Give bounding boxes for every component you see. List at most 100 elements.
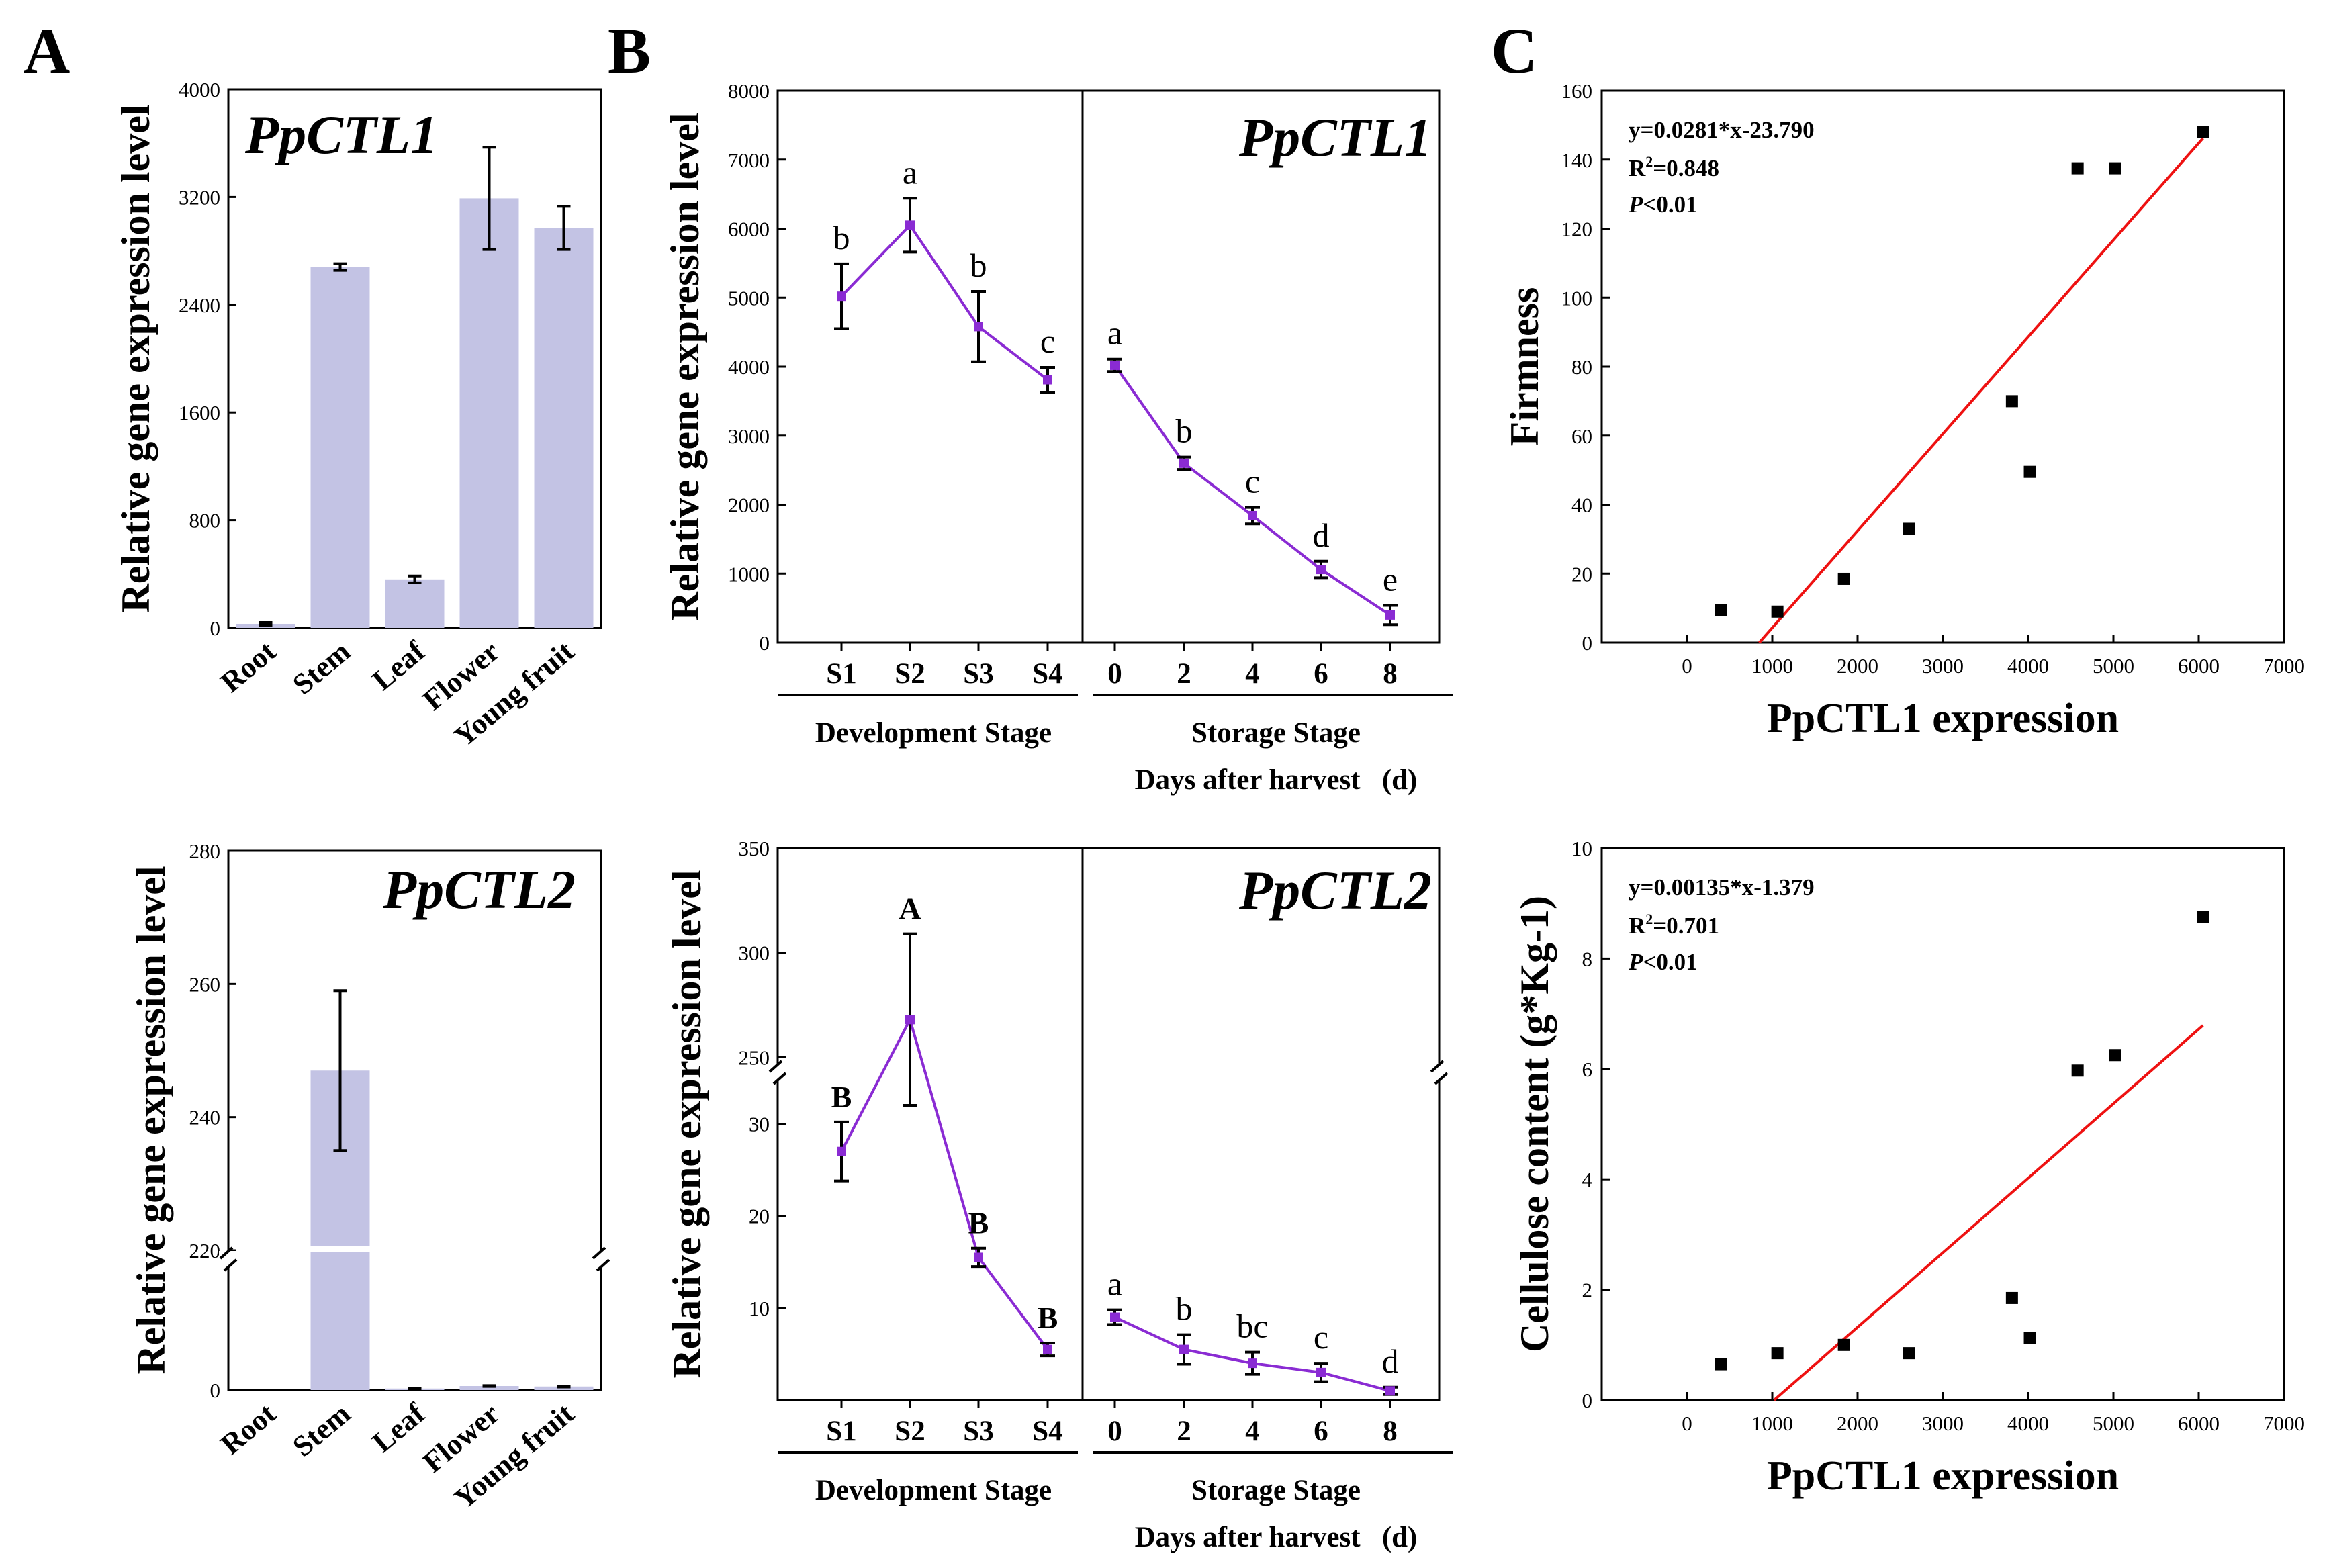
x-tick-label: 0 — [1682, 1412, 1692, 1435]
fit-equation: y=0.0281*x-23.790 — [1629, 117, 1815, 143]
bar — [385, 579, 445, 628]
y-tick-label: 7000 — [728, 148, 770, 172]
data-point — [2109, 1049, 2121, 1062]
development-line — [840, 223, 1049, 381]
x-category-label: Root — [214, 635, 282, 699]
break-stroke — [219, 1246, 234, 1260]
x-tick-label: 6000 — [2178, 1412, 2220, 1435]
break-stroke — [1430, 1060, 1445, 1073]
significance-letter: c — [1245, 463, 1260, 500]
break-gap — [768, 1064, 787, 1080]
panel-label-c: C — [1491, 15, 1537, 87]
significance-letter: a — [1107, 1265, 1122, 1303]
y-tick-label: 250 — [739, 1046, 770, 1069]
significance-letter: b — [833, 219, 850, 257]
y-tick-label: 30 — [749, 1113, 770, 1136]
data-point — [1903, 522, 1915, 535]
y-tick-label: 260 — [189, 972, 221, 996]
y-axis-title: Relative gene expression level — [113, 104, 158, 612]
chart-c-bottom: Cellulose content (g*Kg-1) PpCTL1 expres… — [1512, 837, 2305, 1499]
y-axis-title: Cellulose content (g*Kg-1) — [1512, 896, 1557, 1352]
r-squared-label: R — [1629, 913, 1646, 939]
dev-group-label: Development Stage — [815, 717, 1052, 749]
data-point — [1316, 1367, 1326, 1377]
data-point — [1771, 605, 1784, 618]
x-tick-label: 0 — [1107, 658, 1122, 690]
x-tick-label: 2 — [1177, 1416, 1191, 1447]
bar-break-gap — [309, 1246, 371, 1252]
data-point — [2023, 465, 2036, 478]
p-threshold: <0.01 — [1643, 191, 1697, 218]
y-tick-label: 1600 — [179, 401, 220, 424]
data-point — [1385, 1386, 1395, 1396]
error-bar — [333, 262, 347, 272]
break-stroke — [596, 1258, 610, 1272]
bar — [534, 228, 594, 628]
x-tick-label: 2 — [1177, 658, 1191, 690]
regression-line — [1758, 137, 2204, 644]
data-point — [2197, 911, 2209, 923]
x-tick-label: 6000 — [2178, 654, 2220, 678]
data-point — [1248, 1358, 1257, 1369]
significance-letter: A — [899, 892, 921, 926]
plot-frame — [776, 847, 1441, 1401]
significance-letter: b — [1176, 412, 1193, 450]
data-point — [1771, 1347, 1784, 1360]
development-line — [840, 1016, 1049, 1350]
axis-break-right — [1430, 1060, 1449, 1085]
y-tick-label: 3000 — [728, 424, 770, 448]
x-category-label: Stem — [286, 635, 357, 701]
y-tick-label: 3200 — [179, 185, 220, 209]
significance-letter: b — [970, 246, 987, 284]
x-tick-label: S3 — [963, 1416, 993, 1447]
x-tick-label: 0 — [1682, 654, 1692, 678]
y-tick-label: 6000 — [728, 218, 770, 241]
data-point — [1110, 1312, 1120, 1322]
y-tick-label: 5000 — [728, 286, 770, 310]
error-bar — [408, 1387, 422, 1391]
data-point — [2071, 162, 2084, 175]
y-tick-label: 10 — [749, 1297, 770, 1320]
y-tick-label: 20 — [749, 1205, 770, 1228]
break-stroke — [1434, 1072, 1449, 1085]
y-tick-label: 2 — [1582, 1279, 1593, 1302]
p-label: P — [1628, 949, 1643, 975]
regression-line — [1773, 1024, 2204, 1401]
x-tick-label: S1 — [826, 658, 856, 690]
data-point — [1715, 1358, 1727, 1371]
x-tick-label: S3 — [963, 658, 993, 690]
y-tick-label: 140 — [1561, 148, 1593, 172]
storage-group-label: Storage Stage — [1191, 1475, 1361, 1506]
data-point — [1837, 1338, 1850, 1351]
data-point — [1043, 1344, 1052, 1354]
r-squared-value: =0.848 — [1653, 155, 1719, 181]
x-tick-label: 5000 — [2093, 1412, 2134, 1435]
x-tick-label: 6 — [1314, 1416, 1328, 1447]
y-tick-label: 160 — [1561, 79, 1593, 103]
significance-letter: bc — [1236, 1307, 1268, 1345]
data-point — [974, 1252, 983, 1262]
data-point — [2005, 395, 2018, 408]
y-tick-label: 60 — [1571, 424, 1592, 448]
axis-break-left — [219, 1246, 238, 1272]
plot-frame — [227, 849, 602, 1391]
x-tick-label: 7000 — [2263, 654, 2305, 678]
y-axis-title: Firmness — [1502, 287, 1547, 447]
break-stroke — [768, 1060, 783, 1073]
chart-a-bottom: PpCTL2 Relative gene expression level 0 2… — [129, 839, 610, 1516]
y-tick-label: 280 — [189, 839, 221, 863]
y-tick-label: 4000 — [179, 78, 220, 101]
y-axis-title: Relative gene expression level — [665, 870, 709, 1378]
x-tick-label: 6 — [1314, 658, 1328, 690]
x-tick-label: 8 — [1383, 658, 1398, 690]
y-tick-label: 100 — [1561, 286, 1593, 310]
data-point — [1903, 1347, 1915, 1360]
chart-b-bottom: PpCTL2 Relative gene expression level De… — [665, 837, 1453, 1553]
y-tick-label: 120 — [1561, 218, 1593, 241]
error-bar — [557, 1385, 571, 1389]
break-stroke — [592, 1246, 606, 1260]
chart-c-top: Firmness PpCTL1 expression y=0.0281*x-23… — [1502, 79, 2305, 741]
significance-letter: c — [1040, 322, 1055, 360]
storage-group-label: Storage Stage — [1191, 717, 1361, 749]
